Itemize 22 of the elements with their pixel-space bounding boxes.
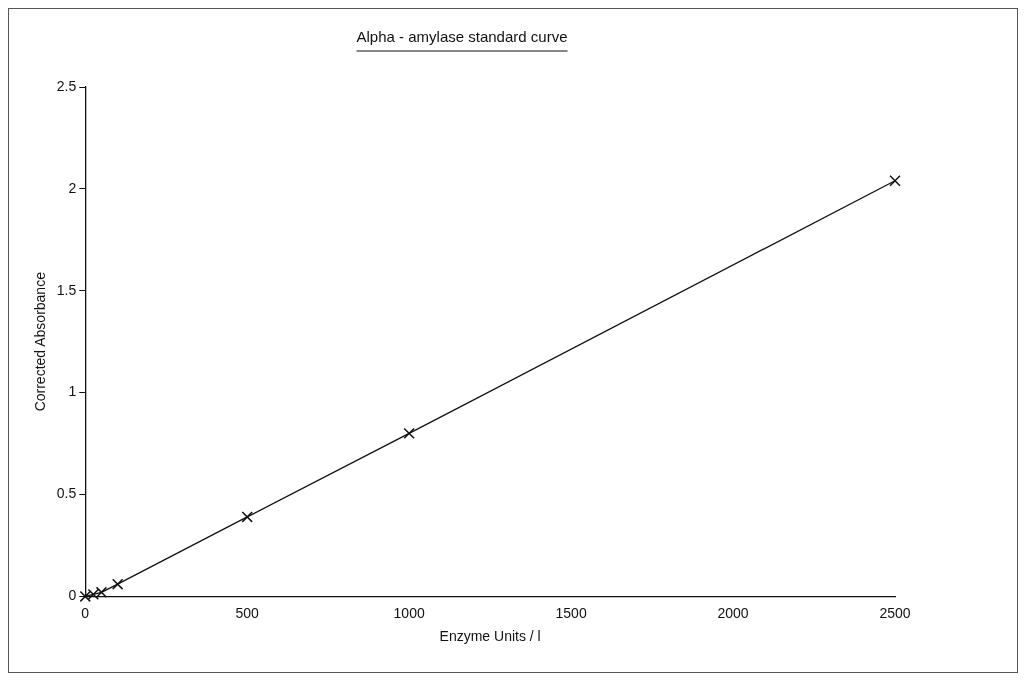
y-tick-label: 1.5 — [56, 281, 77, 298]
chart-title: Alpha - amylase standard curve — [356, 28, 568, 46]
y-tick-label: 0.5 — [56, 485, 77, 502]
x-tick-label: 500 — [235, 604, 260, 621]
y-tick-label: 0 — [68, 587, 77, 604]
point — [241, 511, 253, 523]
y-tick-label: 1 — [68, 383, 77, 400]
point — [87, 588, 100, 601]
y-axis-title: Corrected Absorbance — [32, 271, 49, 412]
x-tick-label: 2000 — [717, 604, 749, 621]
x-tick-label: 1000 — [393, 604, 425, 621]
x-tick-label: 2500 — [879, 604, 911, 621]
point — [403, 427, 415, 440]
point — [111, 578, 124, 590]
x-axis-title: Enzyme Units / l — [439, 628, 541, 645]
point — [95, 586, 108, 599]
point — [79, 590, 91, 603]
point — [889, 175, 901, 187]
x-tick-label: 1500 — [555, 604, 587, 621]
x-tick-label: 0 — [81, 604, 90, 621]
y-tick-label: 2 — [68, 179, 77, 196]
y-tick-label: 2.5 — [56, 77, 77, 94]
